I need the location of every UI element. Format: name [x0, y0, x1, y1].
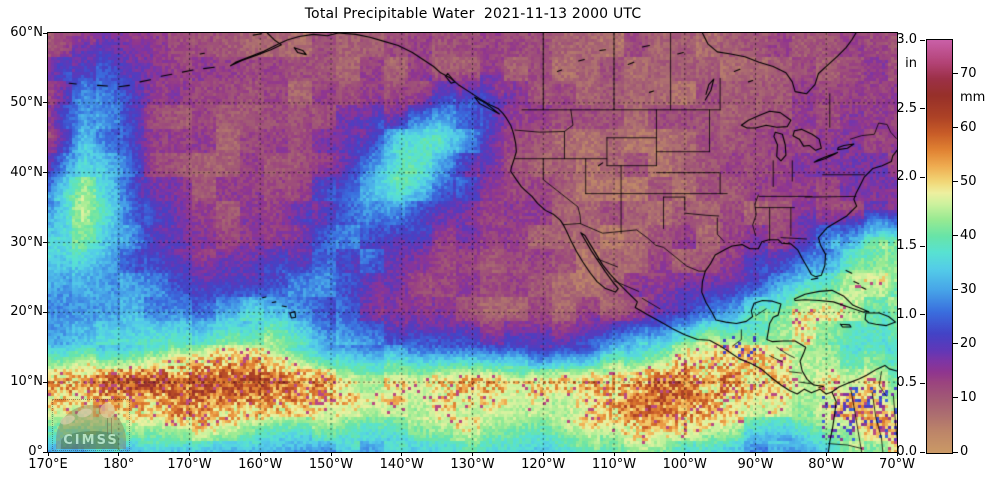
lon-tick-label: 170°W	[167, 457, 212, 472]
colorbar	[926, 39, 953, 454]
colorbar-mm-tick	[953, 289, 958, 291]
lon-tick-label: 80°W	[808, 457, 845, 472]
colorbar-inch-tick	[920, 39, 925, 41]
lon-tick-label: 150°W	[308, 457, 354, 472]
sun-icon	[100, 403, 115, 418]
lon-tick-label: 90°W	[737, 457, 774, 472]
x-axis-tick	[825, 452, 827, 456]
x-axis-tick	[189, 452, 190, 456]
cimss-label: CIMSS	[63, 433, 119, 448]
x-axis-tick	[542, 452, 544, 456]
colorbar-mm-unit: mm	[960, 90, 986, 105]
x-axis-tick	[47, 452, 49, 456]
y-axis-tick	[43, 172, 47, 174]
colorbar-inch-tick-label: 3.0	[896, 32, 917, 47]
x-axis-tick	[330, 452, 332, 456]
colorbar-mm-tick-label: 60	[960, 119, 977, 135]
colorbar-inch-tick-label: 2.0	[896, 169, 917, 185]
colorbar-mm-tick	[953, 73, 958, 75]
y-axis-tick	[43, 102, 47, 104]
colorbar-inch-tick-label: 0.0	[896, 444, 917, 459]
x-axis-tick	[401, 452, 403, 456]
x-axis-tick	[259, 452, 261, 456]
sun-ray-line	[111, 418, 112, 434]
lon-tick-label: 160°W	[238, 457, 283, 472]
lon-tick-label: 180°	[103, 457, 135, 472]
colorbar-mm-tick	[953, 343, 958, 345]
cimss-watermark: CIMSS	[52, 399, 130, 451]
plot-title: Total Precipitable Water 2021-11-13 2000…	[304, 6, 642, 22]
x-axis-tick	[472, 452, 473, 456]
sun-ray-line	[107, 418, 108, 434]
lat-tick-label: 30°N	[10, 234, 43, 250]
colorbar-mm-tick-label: 10	[960, 389, 977, 405]
lon-tick-label: 70°W	[879, 457, 915, 472]
colorbar-inch-tick-label: 1.0	[896, 306, 917, 322]
colorbar-inch-tick-label: 2.5	[896, 100, 917, 116]
colorbar-mm-tick-label: 0	[960, 444, 969, 459]
colorbar-mm-tick	[953, 397, 958, 399]
lon-tick-label: 140°W	[379, 457, 424, 472]
colorbar-inch-tick	[920, 382, 925, 384]
cimss-logo-land	[61, 431, 119, 449]
lat-tick-label: 40°N	[10, 164, 43, 180]
lat-tick-label: 20°N	[10, 304, 43, 320]
colorbar-gradient	[927, 40, 952, 453]
colorbar-inch-tick	[920, 314, 925, 316]
lat-tick-label: 50°N	[10, 94, 43, 110]
lon-tick-label: 170°E	[28, 457, 68, 472]
lon-tick-label: 100°W	[662, 457, 707, 472]
colorbar-inch-tick-label: 0.5	[896, 375, 917, 391]
y-axis-tick	[43, 242, 47, 243]
tpw-map-canvas	[48, 33, 897, 452]
lon-tick-label: 130°W	[450, 457, 495, 472]
lat-tick-label: 0°	[28, 444, 43, 459]
colorbar-mm-tick-label: 20	[960, 335, 977, 351]
y-axis-tick	[43, 451, 47, 453]
colorbar-mm-tick-label: 70	[960, 65, 977, 81]
lat-tick-label: 60°N	[10, 25, 43, 40]
colorbar-mm-tick	[953, 235, 958, 237]
x-axis-tick	[755, 452, 756, 456]
colorbar-mm-tick	[953, 181, 958, 183]
x-axis-tick	[684, 452, 686, 456]
lon-tick-label: 120°W	[521, 457, 566, 472]
colorbar-mm-tick-label: 30	[960, 281, 977, 297]
x-axis-tick	[613, 452, 615, 456]
colorbar-inch-tick	[920, 108, 925, 110]
y-axis-tick	[43, 32, 47, 34]
colorbar-mm-tick	[953, 451, 958, 453]
colorbar-mm-tick-label: 50	[960, 173, 977, 189]
colorbar-inch-tick	[920, 176, 925, 178]
colorbar-inch-tick	[920, 245, 925, 247]
x-axis-tick	[896, 452, 898, 456]
colorbar-inch-tick	[920, 451, 925, 453]
lat-tick-label: 10°N	[10, 374, 43, 390]
x-axis-tick	[118, 452, 120, 456]
colorbar-inch-unit: in	[905, 56, 917, 71]
colorbar-mm-tick	[953, 127, 958, 129]
colorbar-mm-tick-label: 40	[960, 227, 977, 243]
colorbar-inch-tick-label: 1.5	[896, 238, 917, 253]
lon-tick-label: 110°W	[591, 457, 637, 472]
y-axis-tick	[43, 381, 47, 383]
y-axis-tick	[43, 311, 47, 313]
